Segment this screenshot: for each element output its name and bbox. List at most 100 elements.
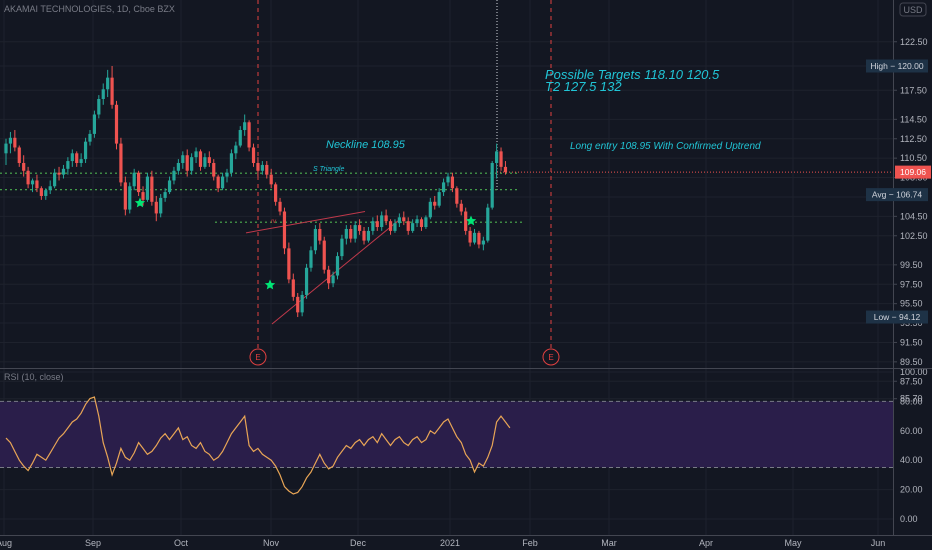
candle[interactable] xyxy=(181,151,185,169)
candle[interactable] xyxy=(238,126,242,148)
candle[interactable] xyxy=(495,143,499,179)
candle[interactable] xyxy=(35,174,39,193)
candle[interactable] xyxy=(380,211,384,231)
candle[interactable] xyxy=(22,155,26,177)
candle[interactable] xyxy=(335,252,340,280)
candle[interactable] xyxy=(446,172,450,187)
candle[interactable] xyxy=(490,161,494,210)
candle[interactable] xyxy=(92,110,96,138)
candle[interactable] xyxy=(194,147,198,163)
candle[interactable] xyxy=(287,242,291,284)
candle[interactable] xyxy=(251,143,256,167)
candle[interactable] xyxy=(26,166,30,189)
candle[interactable] xyxy=(441,178,446,196)
candle[interactable] xyxy=(344,225,348,245)
candle[interactable] xyxy=(17,145,21,167)
candle[interactable] xyxy=(101,83,105,105)
candle[interactable] xyxy=(450,172,455,193)
candle[interactable] xyxy=(137,170,141,196)
candle[interactable] xyxy=(424,215,428,229)
candle[interactable] xyxy=(172,166,176,185)
candle[interactable] xyxy=(243,114,247,136)
candle[interactable] xyxy=(419,217,424,231)
candle[interactable] xyxy=(13,130,17,152)
candle[interactable] xyxy=(203,153,207,169)
candle[interactable] xyxy=(499,147,503,171)
currency-button[interactable]: USD xyxy=(899,2,927,17)
candle[interactable] xyxy=(313,225,317,255)
candle[interactable] xyxy=(185,149,189,177)
candle[interactable] xyxy=(123,176,127,216)
candle[interactable] xyxy=(486,203,490,243)
candle[interactable] xyxy=(145,172,150,202)
candle[interactable] xyxy=(402,211,406,226)
candle[interactable] xyxy=(269,168,273,189)
candle[interactable] xyxy=(132,168,136,191)
earnings-marker[interactable] xyxy=(249,348,267,366)
candle[interactable] xyxy=(75,151,79,167)
candle[interactable] xyxy=(406,217,410,235)
candle[interactable] xyxy=(358,219,362,235)
candle[interactable] xyxy=(260,161,264,175)
rsi-series[interactable] xyxy=(5,396,511,495)
candle[interactable] xyxy=(70,149,74,167)
candle[interactable] xyxy=(366,227,371,243)
candle[interactable] xyxy=(353,221,357,243)
candle[interactable] xyxy=(97,95,101,119)
candle[interactable] xyxy=(110,66,114,109)
candle[interactable] xyxy=(167,176,172,195)
candle[interactable] xyxy=(57,166,61,181)
candle[interactable] xyxy=(150,170,154,206)
candle[interactable] xyxy=(53,168,57,189)
candle[interactable] xyxy=(190,153,194,175)
candle[interactable] xyxy=(39,186,43,200)
candle[interactable] xyxy=(44,188,48,200)
candle[interactable] xyxy=(455,186,459,208)
candle[interactable] xyxy=(256,157,260,177)
candle[interactable] xyxy=(88,130,92,146)
candle[interactable] xyxy=(274,182,278,206)
candle[interactable] xyxy=(128,182,132,214)
candle[interactable] xyxy=(61,164,66,179)
candle[interactable] xyxy=(375,215,379,231)
candle[interactable] xyxy=(468,227,472,247)
candle[interactable] xyxy=(48,180,52,195)
candle[interactable] xyxy=(4,138,8,165)
candle[interactable] xyxy=(371,217,375,235)
candle[interactable] xyxy=(229,149,234,177)
candle[interactable] xyxy=(304,263,309,299)
candle[interactable] xyxy=(331,271,335,288)
candle[interactable] xyxy=(159,194,163,218)
candle[interactable] xyxy=(154,195,158,222)
candle[interactable] xyxy=(349,225,353,243)
candle[interactable] xyxy=(411,219,415,233)
candle[interactable] xyxy=(265,161,269,179)
candle[interactable] xyxy=(327,265,331,290)
candle[interactable] xyxy=(393,219,397,233)
candle[interactable] xyxy=(79,153,83,167)
candle[interactable] xyxy=(340,234,344,260)
candle[interactable] xyxy=(278,197,282,216)
rsi-line[interactable] xyxy=(5,396,511,495)
candle[interactable] xyxy=(216,174,220,193)
candle[interactable] xyxy=(415,215,419,228)
candle[interactable] xyxy=(106,69,110,98)
candle[interactable] xyxy=(30,178,35,193)
candle[interactable] xyxy=(8,131,13,154)
candle[interactable] xyxy=(322,236,326,274)
candle[interactable] xyxy=(163,188,167,202)
candle[interactable] xyxy=(384,209,388,226)
candle[interactable] xyxy=(247,120,251,152)
candle[interactable] xyxy=(428,197,432,220)
candle[interactable] xyxy=(388,219,393,235)
candle[interactable] xyxy=(437,188,441,208)
candle[interactable] xyxy=(212,159,216,181)
candle[interactable] xyxy=(362,227,366,245)
candle[interactable] xyxy=(464,207,468,235)
candle[interactable] xyxy=(83,137,88,163)
candle[interactable] xyxy=(503,161,508,175)
candle[interactable] xyxy=(198,149,203,171)
candle[interactable] xyxy=(481,236,485,251)
